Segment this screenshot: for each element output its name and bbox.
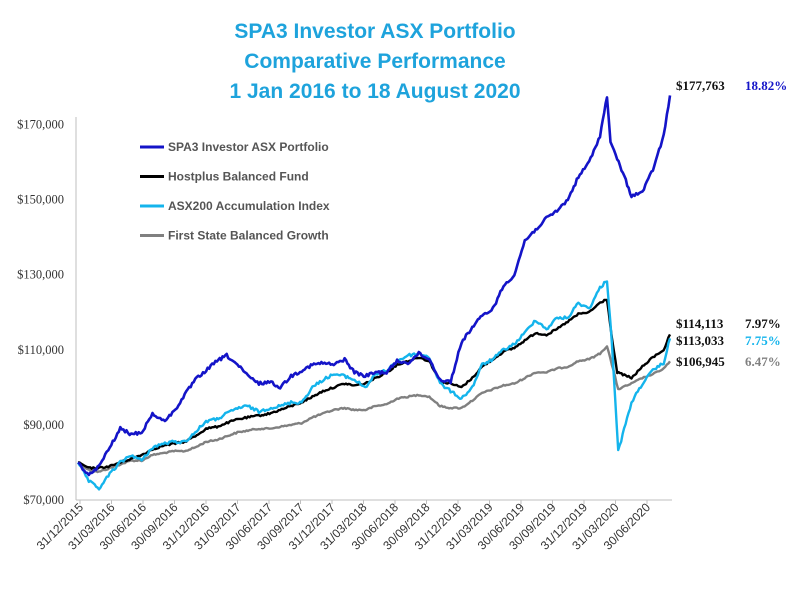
end-value-0: $177,763: [676, 78, 725, 93]
legend-label-3: First State Balanced Growth: [168, 229, 329, 243]
end-value-2: $113,033: [676, 333, 725, 348]
end-value-labels: $177,763 18.82% $114,113 7.97% $113,033 7.75%…: [676, 78, 787, 369]
y-tick-label: $90,000: [23, 418, 64, 432]
chart-title-line-3: 1 Jan 2016 to 18 August 2020: [229, 80, 520, 103]
x-axis-ticks: 31/12/201531/03/201630/06/201630/09/2016…: [34, 500, 654, 553]
series-line-0: [77, 95, 672, 477]
y-tick-label: $170,000: [17, 118, 64, 132]
chart-title-line-2: Comparative Performance: [244, 50, 505, 73]
y-axis-ticks: $70,000 $90,000 $110,000 $130,000 $150,000 $1…: [17, 118, 64, 507]
return-pct-1: 7.97%: [745, 316, 781, 331]
plot-area: $70,000 $90,000 $110,000 $130,000 $150,000 $1…: [17, 95, 672, 553]
return-pct-3: 6.47%: [745, 354, 781, 369]
end-value-3: $106,945: [676, 354, 725, 369]
series-line-2: [76, 280, 672, 491]
series-line-3: [77, 345, 671, 474]
end-value-1: $114,113: [676, 316, 724, 331]
legend-label-1: Hostplus Balanced Fund: [168, 170, 309, 184]
legend-label-0: SPA3 Investor ASX Portfolio: [168, 140, 329, 154]
y-tick-label: $150,000: [17, 193, 64, 207]
y-tick-label: $130,000: [17, 268, 64, 282]
return-pct-0: 18.82%: [745, 78, 787, 93]
chart-title-line-1: SPA3 Investor ASX Portfolio: [234, 20, 515, 43]
legend: SPA3 Investor ASX Portfolio Hostplus Bala…: [140, 140, 330, 243]
return-pct-2: 7.75%: [745, 333, 781, 348]
y-tick-label: $70,000: [23, 493, 64, 507]
legend-label-2: ASX200 Accumulation Index: [168, 199, 330, 213]
y-tick-label: $110,000: [18, 343, 64, 357]
series-lines: [76, 95, 672, 491]
